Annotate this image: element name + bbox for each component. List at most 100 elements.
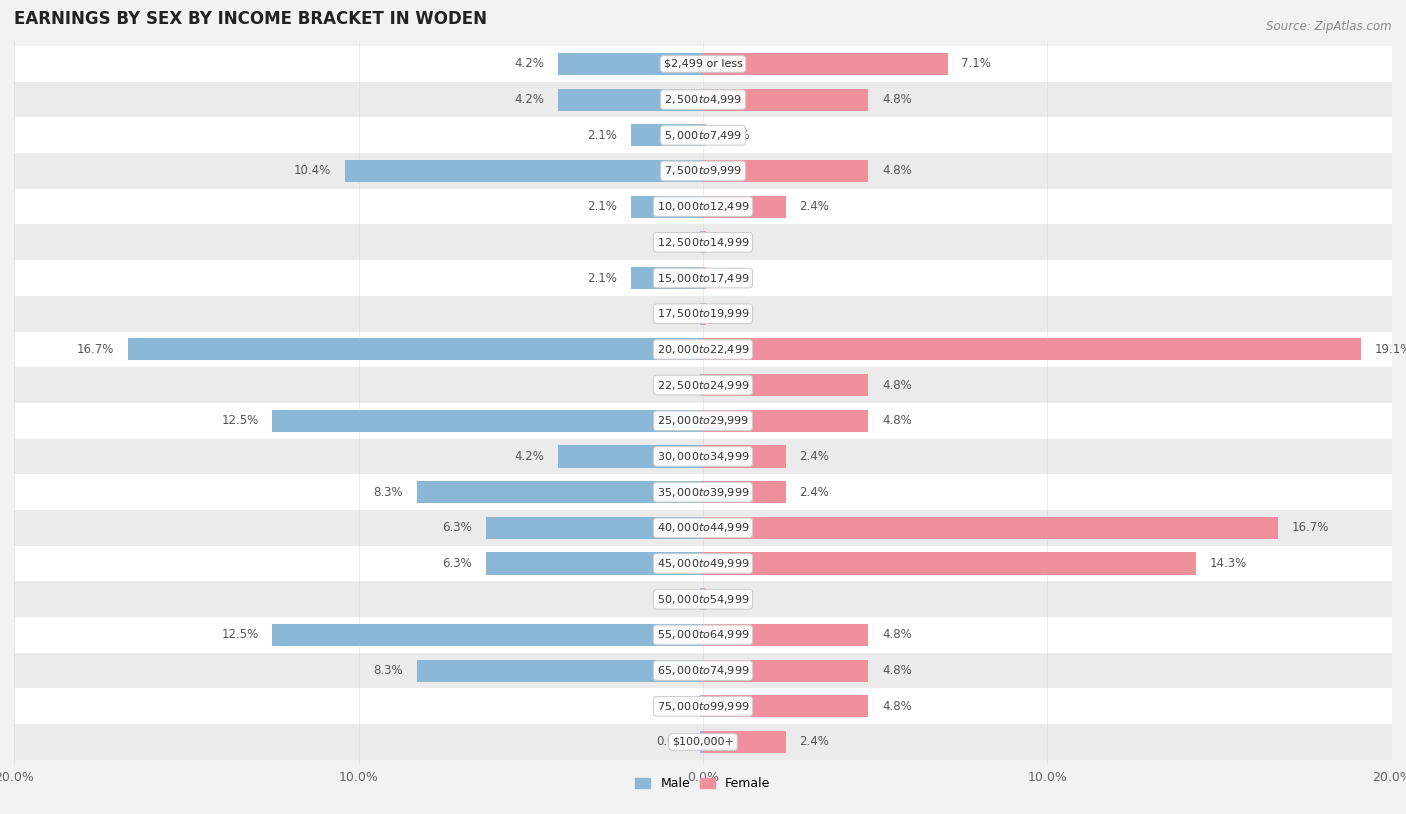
Text: 0.0%: 0.0% <box>720 593 749 606</box>
Text: 6.3%: 6.3% <box>443 557 472 570</box>
Bar <box>14 724 1392 759</box>
Bar <box>703 195 786 217</box>
Text: $7,500 to $9,999: $7,500 to $9,999 <box>664 164 742 177</box>
Text: $17,500 to $19,999: $17,500 to $19,999 <box>657 307 749 320</box>
Text: $25,000 to $29,999: $25,000 to $29,999 <box>657 414 749 427</box>
Bar <box>703 160 869 182</box>
Text: $30,000 to $34,999: $30,000 to $34,999 <box>657 450 749 463</box>
Bar <box>486 553 703 575</box>
Text: EARNINGS BY SEX BY INCOME BRACKET IN WODEN: EARNINGS BY SEX BY INCOME BRACKET IN WOD… <box>14 10 486 28</box>
Text: 2.4%: 2.4% <box>800 486 830 499</box>
Bar <box>631 195 703 217</box>
Bar <box>14 189 1392 225</box>
Text: $5,000 to $7,499: $5,000 to $7,499 <box>664 129 742 142</box>
Bar <box>703 695 869 717</box>
Bar <box>700 231 703 253</box>
Text: 2.4%: 2.4% <box>800 200 830 213</box>
Text: $12,500 to $14,999: $12,500 to $14,999 <box>657 236 749 249</box>
Bar <box>14 403 1392 439</box>
Bar <box>418 659 703 681</box>
Text: 0.0%: 0.0% <box>657 700 686 713</box>
Bar <box>273 624 703 646</box>
Text: $2,499 or less: $2,499 or less <box>664 59 742 69</box>
Bar <box>486 517 703 539</box>
Bar <box>14 117 1392 153</box>
Text: 0.0%: 0.0% <box>720 307 749 320</box>
Bar <box>703 339 1361 361</box>
Bar <box>14 653 1392 689</box>
Text: 12.5%: 12.5% <box>221 628 259 641</box>
Bar <box>703 374 869 396</box>
Bar <box>703 445 786 467</box>
Text: $75,000 to $99,999: $75,000 to $99,999 <box>657 700 749 713</box>
Text: 4.8%: 4.8% <box>882 164 912 177</box>
Text: $10,000 to $12,499: $10,000 to $12,499 <box>657 200 749 213</box>
Bar <box>703 659 869 681</box>
Text: 0.0%: 0.0% <box>720 236 749 249</box>
Text: 2.1%: 2.1% <box>588 200 617 213</box>
Text: 7.1%: 7.1% <box>962 58 991 70</box>
Bar <box>703 267 706 289</box>
Text: 12.5%: 12.5% <box>221 414 259 427</box>
Bar <box>703 125 706 147</box>
Bar <box>631 125 703 147</box>
Bar <box>14 295 1392 331</box>
Text: $45,000 to $49,999: $45,000 to $49,999 <box>657 557 749 570</box>
Bar <box>703 89 869 111</box>
Bar <box>14 367 1392 403</box>
Bar <box>418 481 703 503</box>
Bar <box>558 89 703 111</box>
Bar <box>14 153 1392 189</box>
Text: 4.8%: 4.8% <box>882 628 912 641</box>
Text: 10.4%: 10.4% <box>294 164 330 177</box>
Bar <box>703 589 706 610</box>
Bar <box>700 589 703 610</box>
Text: 16.7%: 16.7% <box>76 343 114 356</box>
Text: $65,000 to $74,999: $65,000 to $74,999 <box>657 664 749 677</box>
Bar <box>14 81 1392 117</box>
Text: 2.1%: 2.1% <box>588 129 617 142</box>
Text: 4.8%: 4.8% <box>882 664 912 677</box>
Text: 2.4%: 2.4% <box>800 450 830 463</box>
Text: 16.7%: 16.7% <box>1292 521 1330 534</box>
Text: 8.3%: 8.3% <box>374 486 404 499</box>
Bar <box>700 731 703 753</box>
Bar <box>700 303 703 325</box>
Text: $15,000 to $17,499: $15,000 to $17,499 <box>657 272 749 285</box>
Bar <box>703 231 706 253</box>
Text: 8.3%: 8.3% <box>374 664 404 677</box>
Text: Source: ZipAtlas.com: Source: ZipAtlas.com <box>1267 20 1392 33</box>
Bar <box>344 160 703 182</box>
Bar <box>703 409 869 432</box>
Text: 4.8%: 4.8% <box>882 700 912 713</box>
Text: 4.2%: 4.2% <box>515 93 544 106</box>
Bar <box>14 617 1392 653</box>
Text: 0.0%: 0.0% <box>657 236 686 249</box>
Bar <box>703 517 1278 539</box>
Text: $40,000 to $44,999: $40,000 to $44,999 <box>657 521 749 534</box>
Bar <box>14 260 1392 295</box>
Text: 4.8%: 4.8% <box>882 414 912 427</box>
Text: 0.0%: 0.0% <box>720 272 749 285</box>
Text: 0.0%: 0.0% <box>720 129 749 142</box>
Text: $100,000+: $100,000+ <box>672 737 734 747</box>
Bar <box>703 731 786 753</box>
Bar <box>128 339 703 361</box>
Text: $2,500 to $4,999: $2,500 to $4,999 <box>664 93 742 106</box>
Text: $22,500 to $24,999: $22,500 to $24,999 <box>657 379 749 392</box>
Text: $20,000 to $22,499: $20,000 to $22,499 <box>657 343 749 356</box>
Text: 0.0%: 0.0% <box>657 307 686 320</box>
Text: 6.3%: 6.3% <box>443 521 472 534</box>
Bar <box>14 581 1392 617</box>
Text: 4.2%: 4.2% <box>515 58 544 70</box>
Bar <box>14 689 1392 724</box>
Bar <box>703 624 869 646</box>
Bar <box>631 267 703 289</box>
Legend: Male, Female: Male, Female <box>630 772 776 795</box>
Text: $35,000 to $39,999: $35,000 to $39,999 <box>657 486 749 499</box>
Bar <box>558 53 703 75</box>
Text: $55,000 to $64,999: $55,000 to $64,999 <box>657 628 749 641</box>
Bar <box>700 374 703 396</box>
Text: 4.8%: 4.8% <box>882 379 912 392</box>
Bar <box>700 695 703 717</box>
